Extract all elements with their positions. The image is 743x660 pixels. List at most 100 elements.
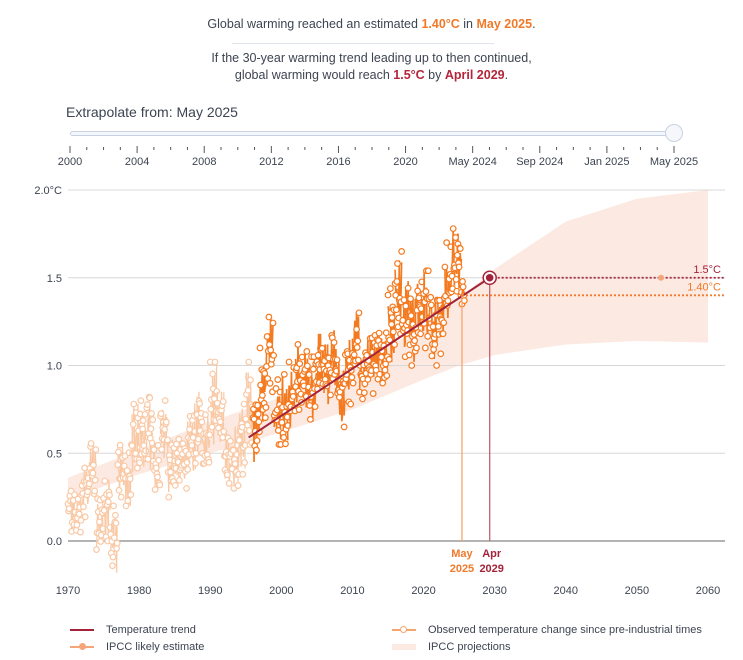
observation-point: [378, 353, 385, 361]
observation-point: [354, 356, 362, 364]
observation-point: [183, 484, 190, 492]
observation-point: [255, 418, 263, 426]
observation-point: [388, 314, 396, 322]
observation-point: [283, 413, 291, 421]
observation-point: [175, 435, 183, 443]
observation-point: [161, 397, 169, 405]
observation-point: [192, 449, 200, 457]
observation-point: [130, 400, 138, 408]
observation-point: [402, 302, 410, 310]
observation-point: [369, 390, 377, 397]
observation-point: [407, 295, 414, 303]
current-warming-value: 1.40°C: [421, 17, 460, 31]
observation-point: [147, 425, 155, 433]
observation-point: [459, 283, 467, 291]
observation-point: [211, 358, 219, 366]
observation-point: [440, 319, 448, 327]
observation-point: [383, 372, 391, 379]
axis-group: 0.0 0.5 1.0 1.5 2.0°C 1970 1980 1990 2000 2010 202…: [34, 185, 720, 597]
threshold-date: April 2029: [444, 68, 505, 82]
observation-point: [355, 309, 363, 317]
observation-point: [393, 278, 401, 285]
observation-point: [434, 323, 442, 330]
ipcc-projection-band: [68, 190, 708, 499]
observation-segment: [203, 440, 205, 450]
observation-point: [388, 320, 395, 328]
extrapolate-slider-thumb[interactable]: [665, 124, 683, 142]
observation-point: [428, 352, 436, 360]
observation-point: [80, 503, 87, 511]
observation-point: [354, 337, 362, 345]
observation-point: [165, 493, 173, 501]
observation-segment: [373, 347, 376, 352]
apr-label-year: 2029: [479, 563, 503, 575]
slider-tick-label[interactable]: Sep 2024: [516, 156, 564, 168]
slider-tick-label[interactable]: 2016: [326, 156, 351, 168]
observation-segment: [169, 465, 172, 468]
may-label-year: 2025: [450, 563, 474, 575]
observation-segment: [208, 439, 211, 448]
annotations-group: 1.5°C 1.40°C May 2025 Apr 2029: [248, 264, 725, 575]
observation-point: [106, 491, 113, 499]
observation-point: [219, 434, 227, 441]
observation-point: [306, 402, 314, 409]
slider-tick-label[interactable]: 2000: [57, 156, 83, 168]
slider-tick-label[interactable]: 2012: [259, 156, 284, 168]
y-tick-label: 2.0°C: [34, 185, 62, 197]
observation-segment: [400, 262, 403, 295]
threshold-value: 1.5°C: [393, 68, 425, 82]
legend-label: Observed temperature change since pre-in…: [428, 624, 702, 636]
extrapolate-slider-track[interactable]: [70, 131, 676, 136]
slider-tick-label[interactable]: May 2024: [448, 156, 497, 168]
observation-segment: [387, 306, 390, 311]
current-date: May 2025: [476, 17, 533, 31]
observation-point: [443, 239, 451, 247]
observation-point: [157, 410, 165, 418]
slider-tick-label[interactable]: Jan 2025: [584, 156, 630, 168]
projection-prefix: global warming would reach: [234, 68, 394, 82]
observation-point: [235, 436, 243, 444]
slider-tick-label[interactable]: May 2025: [649, 156, 699, 168]
observation-point: [294, 341, 302, 348]
observation-point: [126, 475, 134, 483]
slider-ticks: [69, 146, 675, 153]
observation-segment: [111, 544, 114, 548]
observation-point: [146, 394, 154, 402]
observation-point: [93, 546, 100, 553]
observation-point: [194, 435, 202, 443]
observation-point: [229, 446, 237, 454]
observation-point: [333, 356, 341, 364]
projection-line1: If the 30-year warming trend leading up …: [211, 51, 532, 65]
observation-point: [96, 518, 103, 526]
observation-point: [421, 344, 429, 352]
observation-point: [431, 341, 439, 348]
observation-point: [77, 516, 85, 524]
x-tick-label: 2010: [340, 585, 364, 597]
x-tick-label: 1980: [127, 585, 151, 597]
slider-tick-label[interactable]: 2004: [124, 156, 150, 168]
observation-point: [330, 339, 338, 346]
observed-circle-swatch-icon: [392, 625, 422, 635]
observation-point: [305, 371, 313, 379]
projection-band-swatch-icon: [392, 642, 422, 652]
observation-point: [441, 263, 449, 271]
observation-point: [213, 387, 221, 395]
observation-point: [188, 441, 196, 449]
observation-point: [116, 441, 124, 449]
observation-point: [265, 313, 273, 321]
observation-point: [136, 459, 144, 467]
observation-point: [112, 511, 119, 519]
observation-point: [81, 513, 89, 521]
observation-point: [405, 351, 413, 359]
observation-point: [245, 358, 253, 366]
observation-point: [144, 401, 151, 408]
observation-point: [254, 401, 262, 409]
legend-item-trend: Temperature trend: [70, 624, 196, 636]
observation-point: [158, 446, 166, 453]
observation-point: [452, 275, 460, 283]
observation-point: [385, 355, 393, 363]
observation-point: [206, 431, 214, 439]
slider-tick-label[interactable]: 2008: [191, 156, 217, 168]
slider-tick-label[interactable]: 2020: [393, 156, 418, 168]
observation-point: [353, 344, 361, 351]
